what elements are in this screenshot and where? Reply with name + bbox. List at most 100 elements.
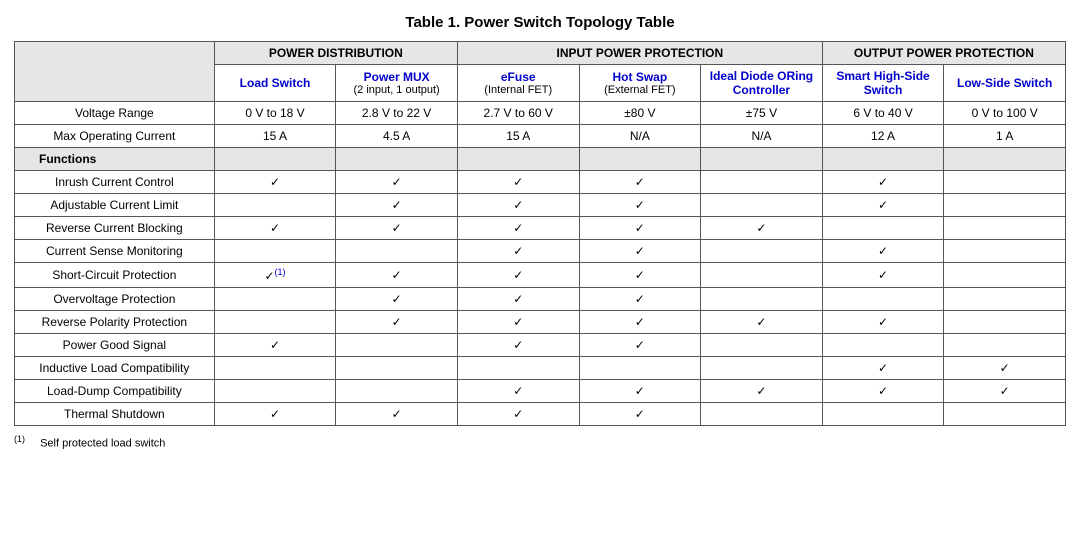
- group-header-0: POWER DISTRIBUTION: [214, 42, 457, 65]
- row-label: Current Sense Monitoring: [15, 240, 215, 263]
- cell: ✓: [822, 380, 944, 403]
- cell: [579, 148, 701, 171]
- cell: [822, 217, 944, 240]
- cell: [944, 311, 1066, 334]
- table-row: Power Good Signal✓✓✓: [15, 334, 1066, 357]
- cell: ✓: [336, 403, 458, 426]
- section-row: Functions: [15, 148, 1066, 171]
- row-label: Overvoltage Protection: [15, 288, 215, 311]
- cell: ✓: [579, 240, 701, 263]
- cell: [214, 148, 336, 171]
- cell: [944, 263, 1066, 288]
- corner-cell: [15, 42, 215, 102]
- cell: ✓: [822, 171, 944, 194]
- column-header-main: Low-Side Switch: [950, 76, 1059, 90]
- cell: ✓: [457, 194, 579, 217]
- cell: ✓: [701, 217, 823, 240]
- cell: [336, 148, 458, 171]
- column-header-4: Ideal Diode ORing Controller: [701, 65, 823, 102]
- cell: ✓: [579, 194, 701, 217]
- column-header-5: Smart High-Side Switch: [822, 65, 944, 102]
- cell: [701, 334, 823, 357]
- column-header-6: Low-Side Switch: [944, 65, 1066, 102]
- cell: [214, 380, 336, 403]
- group-header-1: INPUT POWER PROTECTION: [457, 42, 822, 65]
- cell: ✓: [457, 334, 579, 357]
- table-row: Inductive Load Compatibility✓✓: [15, 357, 1066, 380]
- cell: ±75 V: [701, 102, 823, 125]
- cell: [822, 288, 944, 311]
- cell: ✓: [457, 288, 579, 311]
- cell: ✓(1): [214, 263, 336, 288]
- column-header-main: Ideal Diode ORing Controller: [707, 69, 816, 97]
- row-label: Reverse Current Blocking: [15, 217, 215, 240]
- table-row: Voltage Range0 V to 18 V2.8 V to 22 V2.7…: [15, 102, 1066, 125]
- column-header-main: Load Switch: [221, 76, 330, 90]
- cell: ✓: [214, 334, 336, 357]
- row-label: Load-Dump Compatibility: [15, 380, 215, 403]
- cell: ✓: [701, 311, 823, 334]
- cell: ✓: [214, 403, 336, 426]
- topology-table: POWER DISTRIBUTIONINPUT POWER PROTECTION…: [14, 41, 1066, 426]
- table-row: Inrush Current Control✓✓✓✓✓: [15, 171, 1066, 194]
- cell: [701, 263, 823, 288]
- cell: ✓: [214, 217, 336, 240]
- cell: ✓: [457, 217, 579, 240]
- group-header-row: POWER DISTRIBUTIONINPUT POWER PROTECTION…: [15, 42, 1066, 65]
- cell: [822, 403, 944, 426]
- cell: 15 A: [457, 125, 579, 148]
- column-header-sub: (Internal FET): [464, 84, 573, 96]
- table-body: Voltage Range0 V to 18 V2.8 V to 22 V2.7…: [15, 102, 1066, 426]
- footnote-marker: (1): [14, 434, 25, 444]
- cell: [214, 288, 336, 311]
- cell: ✓: [336, 311, 458, 334]
- cell: [944, 288, 1066, 311]
- cell: [944, 194, 1066, 217]
- cell: ✓: [336, 194, 458, 217]
- cell: ✓: [579, 380, 701, 403]
- cell: [944, 240, 1066, 263]
- cell: 1 A: [944, 125, 1066, 148]
- cell: [336, 380, 458, 403]
- cell: [822, 148, 944, 171]
- cell: 12 A: [822, 125, 944, 148]
- cell: ✓: [944, 380, 1066, 403]
- cell: 0 V to 18 V: [214, 102, 336, 125]
- cell: ✓: [822, 357, 944, 380]
- cell: [214, 240, 336, 263]
- column-header-main: Smart High-Side Switch: [829, 69, 938, 97]
- cell: [701, 357, 823, 380]
- cell: [336, 357, 458, 380]
- column-header-main: Power MUX: [342, 70, 451, 84]
- cell: [944, 334, 1066, 357]
- cell: [822, 334, 944, 357]
- cell: ✓: [579, 334, 701, 357]
- column-header-3: Hot Swap(External FET): [579, 65, 701, 102]
- row-label: Reverse Polarity Protection: [15, 311, 215, 334]
- table-row: Reverse Polarity Protection✓✓✓✓✓: [15, 311, 1066, 334]
- row-label: Max Operating Current: [15, 125, 215, 148]
- cell: [701, 240, 823, 263]
- row-label: Inrush Current Control: [15, 171, 215, 194]
- cell: ✓: [457, 240, 579, 263]
- cell: 4.5 A: [336, 125, 458, 148]
- cell: [336, 334, 458, 357]
- row-label: Short-Circuit Protection: [15, 263, 215, 288]
- cell: ✓: [579, 263, 701, 288]
- table-row: Load-Dump Compatibility✓✓✓✓✓: [15, 380, 1066, 403]
- row-label: Power Good Signal: [15, 334, 215, 357]
- cell: [336, 240, 458, 263]
- cell: [214, 194, 336, 217]
- cell: ✓: [822, 263, 944, 288]
- cell: ✓: [336, 288, 458, 311]
- column-header-main: Hot Swap: [586, 70, 695, 84]
- cell: [701, 194, 823, 217]
- cell: ✓: [457, 403, 579, 426]
- cell: ✓: [579, 288, 701, 311]
- cell: [579, 357, 701, 380]
- footnote-text: Self protected load switch: [40, 438, 165, 450]
- cell: ✓: [822, 311, 944, 334]
- row-label: Voltage Range: [15, 102, 215, 125]
- cell: 6 V to 40 V: [822, 102, 944, 125]
- cell: 0 V to 100 V: [944, 102, 1066, 125]
